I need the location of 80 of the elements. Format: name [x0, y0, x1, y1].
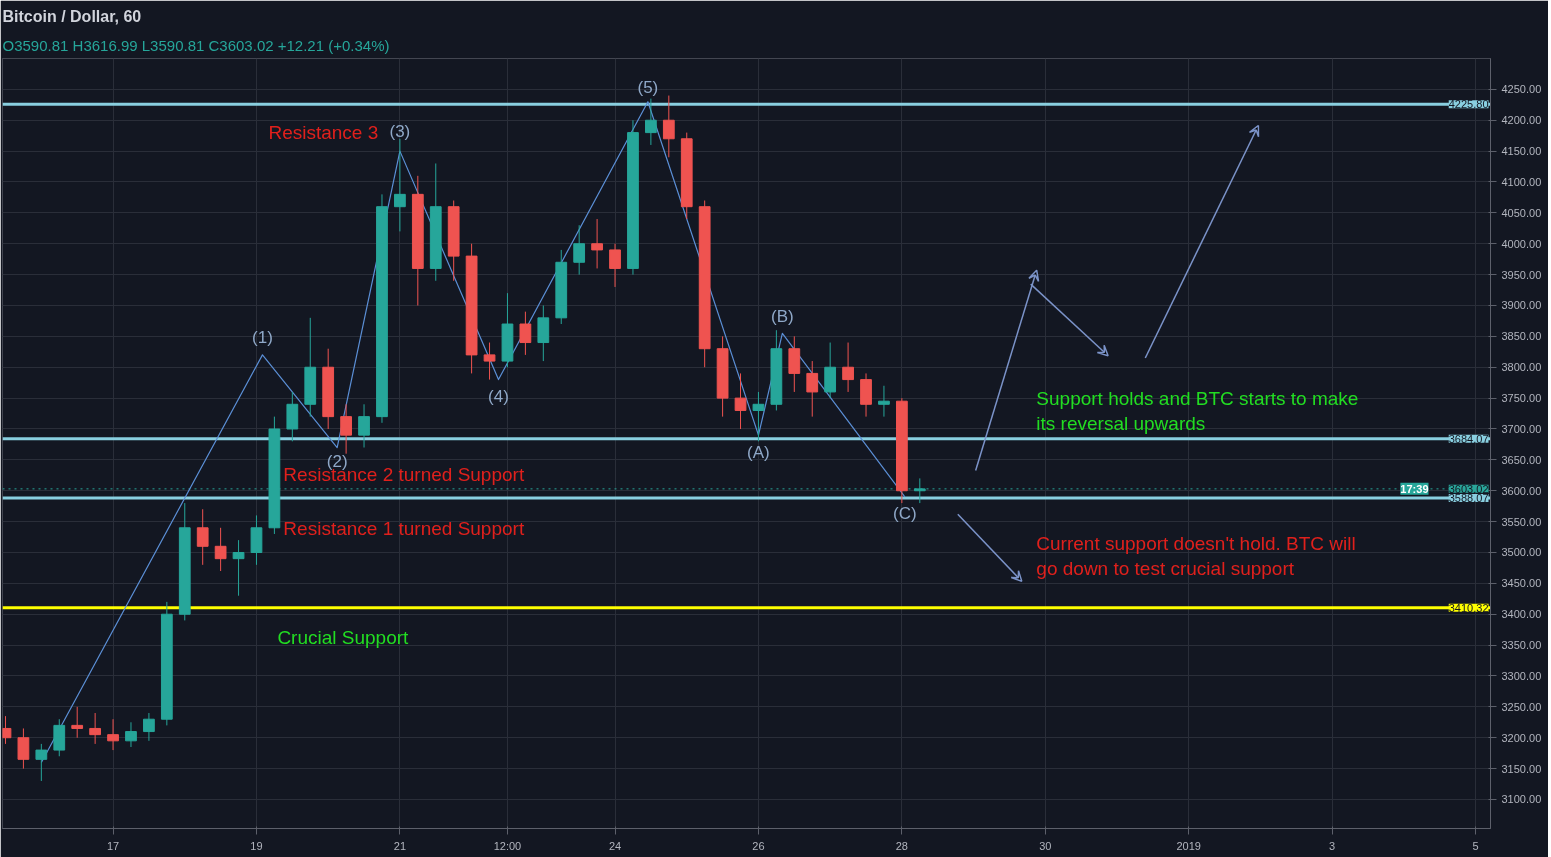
y-tick-label: 3400.00 — [1501, 608, 1542, 621]
candlestick — [143, 712, 155, 742]
ref-line-label: 3684.07 — [1448, 432, 1489, 445]
x-tick-label: 5 — [1472, 839, 1479, 852]
y-tick-label: 4000.00 — [1501, 237, 1542, 250]
x-tick-label: 12:00 — [493, 839, 522, 852]
x-tick-label: 17 — [106, 839, 120, 852]
candlestick — [842, 342, 854, 393]
candlestick — [591, 218, 603, 269]
candlestick — [125, 721, 137, 748]
annotation: (B) — [771, 306, 794, 326]
candlestick — [645, 98, 657, 146]
x-tick-label: 28 — [895, 839, 909, 852]
candlestick — [752, 391, 765, 442]
x-tick-label: 3 — [1329, 839, 1336, 852]
y-tick-label: 4250.00 — [1501, 83, 1542, 96]
annotation: 17:39 — [1400, 482, 1429, 495]
candlestick — [340, 403, 352, 455]
ref-line-label: 3410.32 — [1448, 601, 1489, 614]
x-tick-label: 2019 — [1176, 839, 1201, 852]
candlestick — [89, 712, 101, 745]
candlestick — [483, 342, 496, 381]
candlestick — [734, 372, 747, 430]
y-tick-label: 3550.00 — [1501, 515, 1542, 528]
x-tick-label: 26 — [752, 839, 765, 852]
x-tick-label: 19 — [250, 839, 263, 852]
x-tick-label: 21 — [393, 839, 407, 852]
y-tick-label: 3950.00 — [1501, 268, 1542, 281]
ref-line-label: 3588.07 — [1448, 492, 1489, 505]
candlestick — [17, 727, 30, 770]
candlestick — [358, 403, 370, 449]
y-tick-label: 3900.00 — [1501, 299, 1542, 312]
candlestick — [662, 95, 675, 158]
candlestick — [196, 508, 209, 566]
annotation: Crucial Support — [277, 627, 410, 649]
y-tick-label: 3100.00 — [1501, 793, 1542, 806]
x-tick-label: 24 — [608, 839, 622, 852]
y-tick-label: 4200.00 — [1501, 114, 1542, 127]
y-tick-label: 4150.00 — [1501, 145, 1542, 158]
y-tick-label: 3800.00 — [1501, 361, 1542, 374]
y-tick-label: 3250.00 — [1501, 700, 1542, 713]
candlestick — [35, 743, 48, 782]
x-tick-label: 30 — [1039, 839, 1052, 852]
chart-title: Bitcoin / Dollar, 60 — [2, 7, 142, 25]
annotation: Current support doesn't hold. BTC will go down to test crucial support — [1036, 533, 1356, 580]
candlestick — [394, 138, 406, 232]
candlestick — [214, 527, 227, 572]
annotation: (4) — [488, 387, 509, 407]
y-tick-label: 3450.00 — [1501, 577, 1542, 590]
annotation: Resistance 3 — [268, 121, 379, 143]
candlestick — [573, 224, 586, 276]
ref-line-label: 4225.80 — [1448, 98, 1489, 111]
y-tick-label: 4050.00 — [1501, 206, 1542, 219]
y-tick-label: 3350.00 — [1501, 639, 1542, 652]
annotation: (1) — [252, 328, 273, 348]
y-tick-label: 3650.00 — [1501, 453, 1542, 466]
y-tick-label: 3700.00 — [1501, 422, 1542, 435]
annotation: Support holds and BTC starts to make its reversal upwards — [1036, 387, 1359, 434]
candlestick — [232, 539, 245, 597]
y-tick-label: 4100.00 — [1501, 176, 1542, 188]
annotation: (3) — [389, 121, 411, 141]
y-tick-label: 3850.00 — [1501, 330, 1542, 343]
annotation: (A) — [747, 442, 770, 462]
y-tick-label: 3300.00 — [1501, 669, 1542, 682]
y-tick-label: 3600.00 — [1501, 484, 1542, 497]
ref-line-label: 3603.02 — [1448, 482, 1489, 495]
y-tick-label: 3200.00 — [1501, 731, 1542, 744]
candlestick — [107, 718, 119, 751]
candlestick — [609, 243, 621, 288]
annotation: Resistance 1 turned Support — [283, 517, 525, 539]
candlestick — [878, 385, 890, 418]
y-tick-label: 3150.00 — [1501, 762, 1542, 775]
annotation: (C) — [893, 504, 917, 524]
candlestick — [519, 311, 532, 356]
candlestick — [806, 360, 819, 418]
annotation: (5) — [637, 78, 659, 98]
y-tick-label: 3500.00 — [1501, 546, 1542, 559]
candlestick — [71, 706, 84, 739]
chart-subtitle: O3590.81 H3616.99 L3590.81 C3603.02 +12.21 (+0.34%) — [2, 36, 390, 54]
y-tick-label: 3750.00 — [1501, 392, 1542, 405]
